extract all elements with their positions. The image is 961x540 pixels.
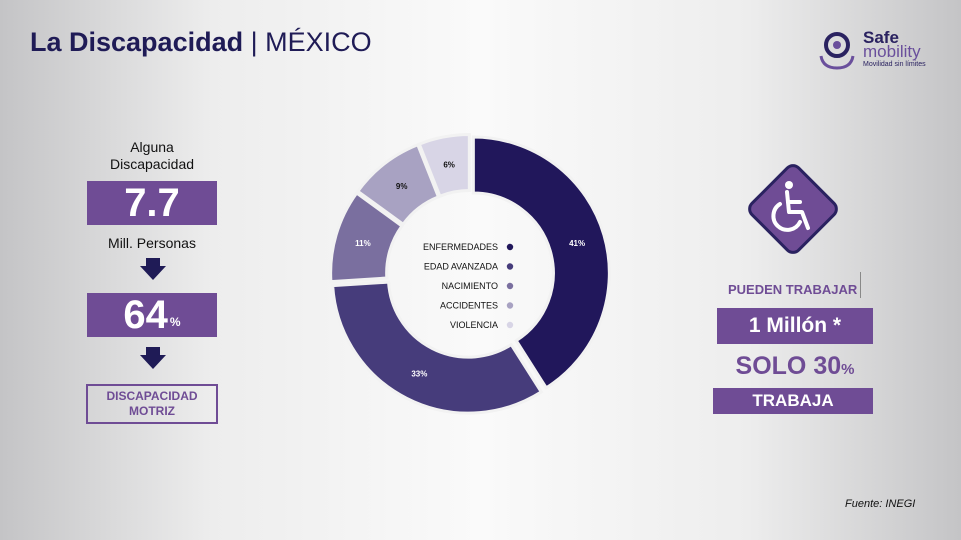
- legend-label: ENFERMEDADES: [423, 242, 498, 252]
- pie-slice-edad-avanzada: [331, 280, 544, 415]
- legend-label: EDAD AVANZADA: [424, 262, 498, 272]
- percent-value: 64: [123, 292, 168, 337]
- slice-value-label: 11%: [355, 239, 371, 248]
- total-value-box: 7.7: [87, 181, 217, 225]
- title-separator: |: [250, 27, 258, 57]
- title-bold: La Discapacidad: [30, 27, 244, 57]
- legend-swatch: [506, 263, 514, 270]
- safe-mobility-logo: Safe mobility Movilidad sin límites: [815, 28, 935, 72]
- pie-slice-violencia: [417, 133, 471, 199]
- pie-slice-nacimiento: [329, 190, 405, 284]
- motor-disability-box: DISCAPACIDAD MOTRIZ: [86, 384, 218, 424]
- disability-label: Alguna Discapacidad: [82, 139, 222, 173]
- divider: [860, 272, 861, 298]
- can-work-label: PUEDEN TRABAJAR: [728, 282, 858, 297]
- slice-value-label: 9%: [396, 182, 408, 191]
- down-arrow-icon: [140, 258, 166, 280]
- million-box: 1 Millón *: [717, 308, 873, 344]
- wheelchair-sign-icon: [748, 164, 838, 254]
- logo-mark-icon: [819, 32, 855, 70]
- motor-box-line2: MOTRIZ: [129, 404, 175, 418]
- legend-swatch: [506, 243, 514, 251]
- legend-label: ACCIDENTES: [440, 301, 498, 311]
- million-value: 1 Millón *: [748, 314, 842, 337]
- title-country: MÉXICO: [265, 27, 372, 57]
- pie-slice-enfermedades: [471, 135, 611, 390]
- motor-box-line1: DISCAPACIDAD: [106, 389, 198, 403]
- only-percent-value: SOLO 30: [735, 352, 842, 380]
- down-arrow-icon: [140, 347, 166, 369]
- disability-label-line1: Alguna: [130, 139, 174, 155]
- unit-label: Mill. Personas: [108, 235, 196, 251]
- legend-label: VIOLENCIA: [450, 320, 498, 330]
- logo-tagline: Movilidad sin límites: [863, 61, 926, 68]
- logo-name-bottom: mobility: [863, 42, 921, 61]
- percent-value-box: 64%: [87, 293, 217, 337]
- legend-swatch: [506, 282, 514, 290]
- source-note: Fuente: INEGI: [845, 498, 916, 510]
- pie-slice-accidentes: [355, 142, 441, 227]
- total-value: 7.7: [124, 180, 180, 225]
- percent-sign: %: [169, 315, 181, 329]
- legend-label: NACIMIENTO: [442, 281, 498, 291]
- disability-label-line2: Discapacidad: [109, 156, 195, 172]
- logo-name-top: Safe: [863, 28, 899, 47]
- only-percent-sign: %: [841, 361, 855, 378]
- works-label: TRABAJA: [752, 391, 834, 410]
- slice-value-label: 33%: [411, 369, 427, 378]
- slice-value-label: 41%: [569, 239, 585, 248]
- only-percent-text: SOLO 30%: [717, 352, 873, 381]
- works-box: TRABAJA: [713, 388, 873, 414]
- legend-swatch: [506, 302, 514, 309]
- page-title: La Discapacidad | MÉXICO: [30, 27, 372, 58]
- slice-value-label: 6%: [443, 160, 455, 169]
- legend-swatch: [506, 321, 514, 329]
- causes-donut-chart: 41% 33% 11% 9% 6% ENFERMEDADES EDAD AVANZADA N…: [329, 133, 611, 415]
